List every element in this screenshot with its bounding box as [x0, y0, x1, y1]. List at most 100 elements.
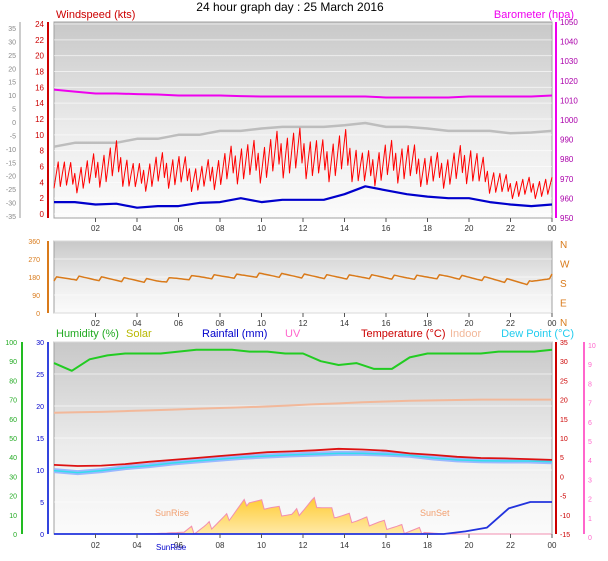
barometer-tick-label: 980 [560, 155, 574, 164]
rolling-wind-line [53, 121, 553, 148]
temp-x-tick-label: 12 [299, 541, 308, 550]
uv-legend: UV [285, 328, 301, 340]
temperature-tick-label: -10 [560, 513, 570, 520]
wind-x-tick-label: 18 [423, 224, 432, 233]
temperature-tick-label: 30 [560, 359, 568, 366]
barometer-legend: Barometer (hpa) [494, 9, 574, 21]
compass-label: S [560, 279, 567, 290]
temperature-tick-label: 20 [560, 398, 568, 405]
dewpoint-legend: Dew Point (°C) [501, 328, 574, 340]
uv-tick-label: 5 [588, 439, 592, 446]
wind-outer-tick-label: -15 [6, 160, 16, 167]
rainfall-legend: Rainfall (mm) [202, 328, 267, 340]
windspeed-tick-label: 22 [35, 36, 44, 45]
compass-label: E [560, 299, 567, 310]
windspeed-tick-label: 24 [35, 20, 44, 29]
temp-x-tick-label: 00 [548, 541, 557, 550]
barometer-tick-label: 960 [560, 194, 574, 203]
barometer-tick-label: 970 [560, 175, 574, 184]
direction-x-tick-label: 06 [174, 319, 183, 328]
wind-outer-tick-label: -10 [6, 147, 16, 154]
uv-tick-label: 10 [588, 343, 596, 350]
uv-tick-label: 8 [588, 381, 592, 388]
temp-x-tick-label: 02 [91, 541, 100, 550]
windspeed-tick-label: 12 [35, 115, 44, 124]
direction-x-tick-label: 08 [216, 319, 225, 328]
humidity-legend: Humidity (%) [56, 328, 119, 340]
rain-tick-label: 15 [36, 436, 44, 443]
windspeed-tick-label: 8 [40, 147, 45, 156]
uv-tick-label: 4 [588, 458, 592, 465]
direction-x-tick-label: 14 [340, 319, 349, 328]
humidity-line [53, 348, 553, 372]
temp-x-tick-label: 16 [382, 541, 391, 550]
temperature-line [53, 447, 553, 467]
wind-x-tick-label: 16 [382, 224, 391, 233]
humidity-tick-label: 60 [9, 417, 17, 424]
temperature-tick-label: -5 [560, 494, 566, 501]
uv-tick-label: 1 [588, 516, 592, 523]
barometer-tick-label: 1020 [560, 77, 578, 86]
windspeed-tick-label: 2 [40, 194, 45, 203]
rain-tick-label: 30 [36, 340, 44, 347]
temp-panel: Humidity (%) Solar Rainfall (mm) UV Temp… [5, 328, 596, 552]
barometer-line [53, 88, 553, 99]
compass-label: W [560, 260, 570, 271]
temp-x-tick-label: 14 [340, 541, 349, 550]
graph-title: 24 hour graph day : 25 March 2016 [196, 0, 384, 14]
wind-outer-tick-label: 0 [12, 120, 16, 127]
windspeed-legend: Windspeed (kts) [56, 9, 135, 21]
temperature-tick-label: 25 [560, 378, 568, 385]
direction-tick-label: 180 [28, 275, 40, 282]
humidity-tick-label: 10 [9, 513, 17, 520]
barometer-tick-label: 990 [560, 136, 574, 145]
dewpoint-line [53, 452, 553, 474]
solar-legend: Solar [126, 328, 152, 340]
temperature-tick-label: 5 [560, 455, 564, 462]
wind-x-tick-label: 00 [548, 224, 557, 233]
windspeed-tick-label: 14 [35, 99, 44, 108]
direction-x-tick-label: 18 [423, 319, 432, 328]
avg-windspeed-line [54, 185, 553, 209]
wind-outer-tick-label: -20 [6, 174, 16, 181]
humidity-tick-label: 30 [9, 474, 17, 481]
indoor-temperature-line [53, 398, 552, 414]
barometer-tick-label: 1000 [560, 116, 578, 125]
direction-x-tick-label: 20 [465, 319, 474, 328]
wind-outer-tick-label: 25 [8, 53, 16, 60]
barometer-tick-label: 1010 [560, 96, 578, 105]
wind-outer-tick-label: -5 [10, 133, 16, 140]
windspeed-tick-label: 18 [35, 68, 44, 77]
wind-outer-tick-label: 5 [12, 107, 16, 114]
temperature-tick-label: 35 [560, 340, 568, 347]
wind-outer-tick-label: 10 [8, 93, 16, 100]
temp-x-tick-label: 18 [423, 541, 432, 550]
windspeed-tick-label: 6 [40, 163, 45, 172]
humidity-tick-label: 20 [9, 494, 17, 501]
wind-outer-tick-label: 15 [8, 80, 16, 87]
wind-x-tick-label: 02 [91, 224, 100, 233]
wind-x-tick-label: 20 [465, 224, 474, 233]
sunset-label: SunSet [420, 508, 450, 518]
direction-x-tick-label: 16 [382, 319, 391, 328]
wind-direction-line [53, 272, 553, 286]
humidity-tick-label: 100 [5, 340, 17, 347]
uv-tick-label: 6 [588, 420, 592, 427]
wind-x-tick-label: 12 [299, 224, 308, 233]
direction-x-tick-label: 22 [506, 319, 515, 328]
direction-x-tick-label: 10 [257, 319, 266, 328]
uv-tick-label: 9 [588, 362, 592, 369]
humidity-tick-label: 70 [9, 398, 17, 405]
uv-tick-label: 0 [588, 535, 592, 542]
wind-panel: Windspeed (kts) Barometer (hpa) 35302520… [6, 9, 578, 233]
wind-outer-tick-label: -25 [6, 187, 16, 194]
barometer-tick-label: 950 [560, 214, 574, 223]
direction-x-tick-label: 12 [299, 319, 308, 328]
windspeed-tick-label: 10 [35, 131, 44, 140]
wind-outer-tick-label: 35 [8, 26, 16, 33]
temp-x-tick-label: 04 [133, 541, 142, 550]
rain-tick-label: 10 [36, 468, 44, 475]
wind-x-tick-label: 10 [257, 224, 266, 233]
temperature-tick-label: 10 [560, 436, 568, 443]
